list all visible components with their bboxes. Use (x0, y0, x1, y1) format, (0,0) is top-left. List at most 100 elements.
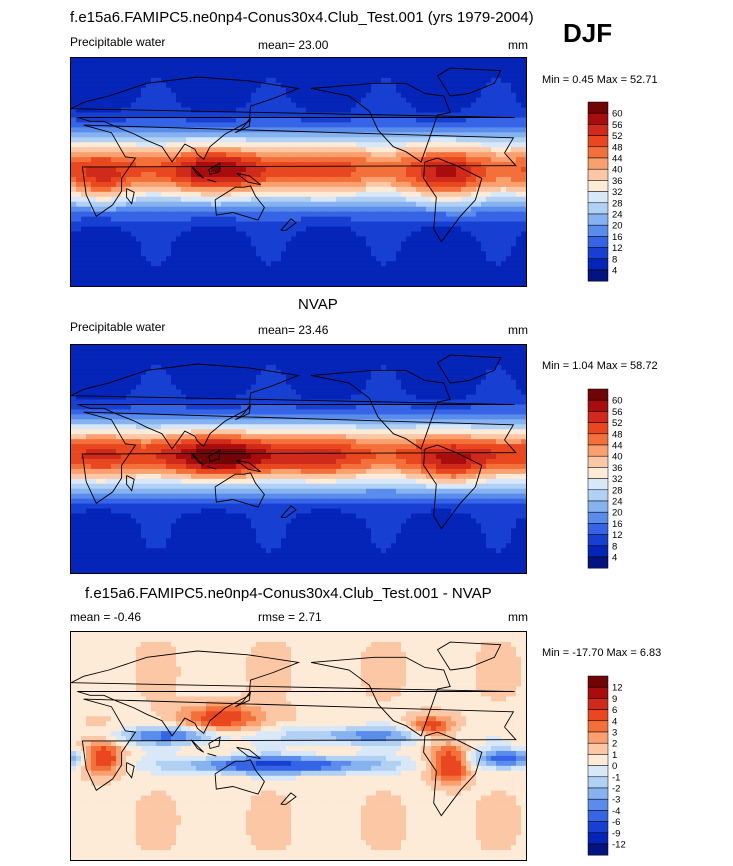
field-cell (191, 251, 197, 257)
field-cell (126, 349, 132, 356)
field-cell (151, 122, 157, 128)
field-cell (301, 137, 307, 143)
field-cell (241, 137, 247, 143)
field-cell (461, 221, 467, 227)
field-cell (186, 379, 192, 386)
field-cell (516, 157, 522, 163)
field-cell (121, 97, 127, 104)
field-cell (316, 191, 322, 198)
field-cell (251, 281, 257, 286)
field-cell (451, 221, 457, 227)
field-cell (361, 236, 367, 242)
field-cell (136, 142, 142, 148)
field-cell (411, 226, 417, 232)
field-cell (156, 122, 162, 128)
field-cell (421, 112, 427, 118)
field-cell (431, 206, 437, 213)
field-cell (481, 345, 487, 351)
field-cell (381, 196, 387, 203)
field-cell (161, 196, 167, 203)
field-cell (456, 122, 462, 128)
field-cell (216, 236, 222, 242)
field-cell (441, 374, 447, 381)
field-cell (161, 354, 167, 361)
field-cell (421, 102, 427, 108)
field-cell (316, 281, 322, 286)
field-cell (131, 231, 137, 237)
field-cell (486, 345, 492, 351)
field-cell (106, 281, 112, 286)
field-cell (521, 172, 526, 178)
field-cell (426, 256, 432, 262)
field-cell (196, 206, 202, 213)
field-cell (261, 147, 267, 153)
field-cell (491, 241, 497, 247)
field-cell (456, 97, 462, 104)
field-cell (306, 221, 312, 227)
field-cell (196, 117, 202, 123)
field-cell (231, 176, 237, 183)
coastline (236, 172, 261, 186)
field-cell (521, 221, 526, 227)
field-cell (351, 82, 357, 89)
field-cell (446, 72, 452, 79)
field-cell (251, 354, 257, 361)
field-cell (156, 261, 162, 267)
field-cell (316, 379, 322, 386)
field-cell (71, 354, 77, 361)
colorbar-tick-label: 8 (612, 254, 617, 265)
field-cell (331, 216, 337, 222)
field-cell (271, 167, 277, 173)
field-cell (341, 107, 347, 113)
field-cell (361, 181, 367, 188)
field-cell (186, 191, 192, 198)
field-cell (346, 62, 352, 69)
field-cell (321, 176, 327, 183)
field-cell (241, 122, 247, 128)
field-cell (421, 122, 427, 128)
field-cell (166, 122, 172, 128)
field-cell (446, 374, 452, 381)
field-cell (376, 226, 382, 232)
field-cell (256, 374, 262, 381)
field-cell (186, 132, 192, 138)
field-cell (511, 276, 517, 282)
field-cell (461, 236, 467, 242)
field-cell (121, 236, 127, 242)
field-cell (406, 359, 412, 366)
field-cell (171, 206, 177, 213)
field-cell (331, 246, 337, 252)
field-cell (76, 67, 82, 74)
field-cell (456, 256, 462, 262)
field-cell (426, 87, 432, 94)
field-cell (251, 226, 257, 232)
field-cell (176, 271, 182, 277)
field-cell (461, 181, 467, 188)
field-cell (181, 102, 187, 108)
field-cell (306, 226, 312, 232)
field-cell (106, 354, 112, 361)
field-cell (446, 354, 452, 361)
field-cell (271, 206, 277, 213)
field-cell (81, 364, 87, 371)
field-cell (326, 112, 332, 118)
field-cell (471, 92, 477, 99)
field-cell (101, 246, 107, 252)
field-cell (231, 132, 237, 138)
field-cell (226, 349, 232, 356)
field-cell (461, 152, 467, 158)
field-cell (451, 87, 457, 94)
field-cell (171, 127, 177, 133)
field-cell (511, 191, 517, 198)
field-cell (446, 211, 452, 218)
field-cell (456, 87, 462, 94)
field-cell (231, 206, 237, 213)
field-cell (281, 271, 287, 277)
field-cell (106, 191, 112, 198)
field-cell (301, 379, 307, 386)
field-cell (451, 82, 457, 89)
field-cell (401, 87, 407, 94)
field-cell (196, 181, 202, 188)
field-cell (431, 82, 437, 89)
field-cell (341, 236, 347, 242)
